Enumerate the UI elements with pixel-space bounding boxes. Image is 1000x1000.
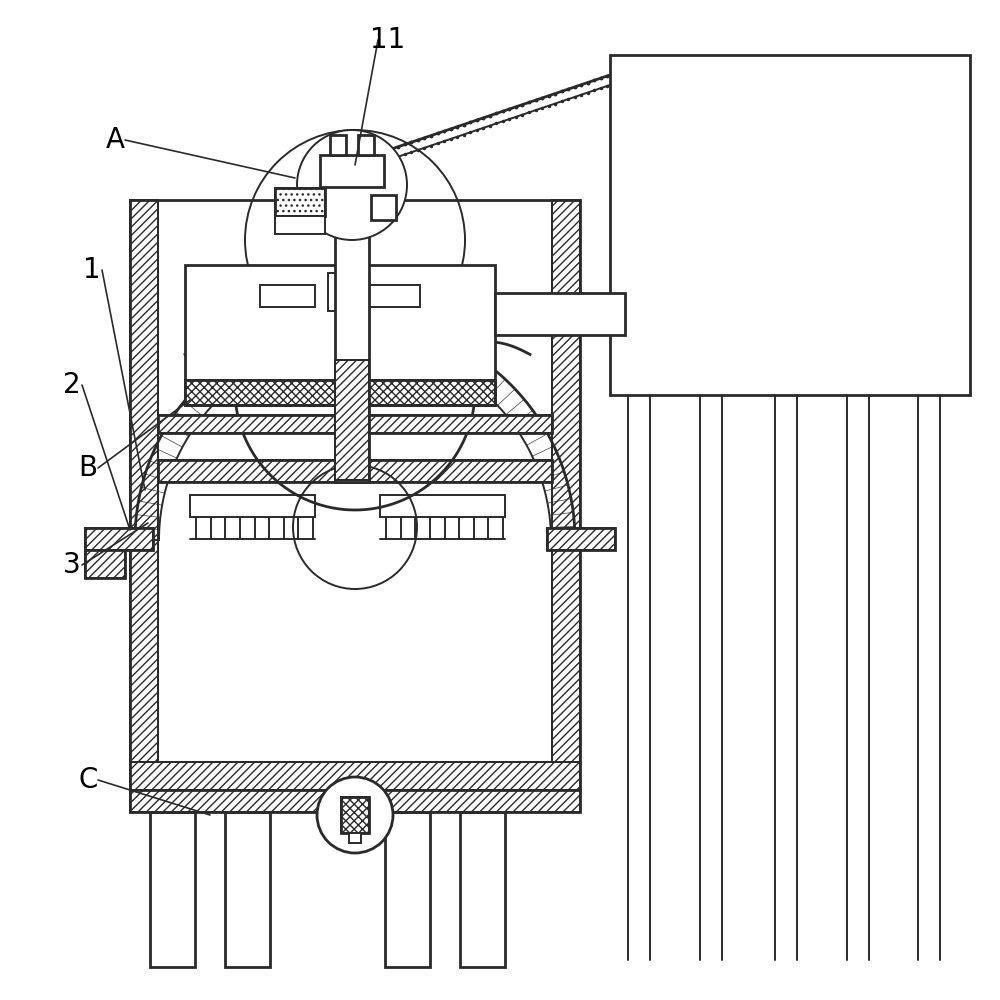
Bar [341,797,369,833]
Bar [547,528,615,550]
Bar [365,285,420,307]
Bar [349,833,361,843]
Bar [130,200,580,790]
Bar [158,415,552,433]
Bar [85,528,153,550]
Bar [85,550,125,578]
Bar [335,360,369,480]
Bar [130,762,580,790]
Bar [371,195,396,220]
Bar [158,415,552,433]
Bar [380,495,505,517]
Bar [330,135,346,155]
Bar [85,528,153,550]
Text: 2: 2 [63,371,81,399]
Bar [275,216,325,234]
Bar [225,812,270,967]
Circle shape [297,130,407,240]
Bar [335,360,369,480]
Text: 3: 3 [63,551,81,579]
Bar [335,150,369,482]
Text: 11: 11 [370,26,406,54]
Bar [130,790,580,812]
Bar [158,460,552,482]
Text: A: A [106,126,124,154]
Bar [341,797,369,833]
Bar [185,265,495,405]
Bar [130,762,580,790]
Text: 1: 1 [83,256,101,284]
Bar [547,528,615,550]
Bar [610,55,970,395]
Bar [130,200,158,790]
Bar [85,550,125,578]
Bar [150,812,195,967]
Bar [275,188,325,216]
Bar [275,188,325,216]
Bar [495,293,625,335]
Bar [460,812,505,967]
Bar [185,380,495,405]
Bar [158,460,552,482]
Circle shape [317,777,393,853]
Bar [185,380,495,405]
Bar [130,200,158,790]
Bar [260,285,315,307]
Text: B: B [78,454,98,482]
Bar [320,155,384,187]
Bar [130,790,580,812]
Bar [358,135,374,155]
Text: C: C [78,766,98,794]
Bar [190,495,315,517]
Bar [385,812,430,967]
Bar [328,273,352,311]
Bar [552,200,580,790]
Bar [552,200,580,790]
